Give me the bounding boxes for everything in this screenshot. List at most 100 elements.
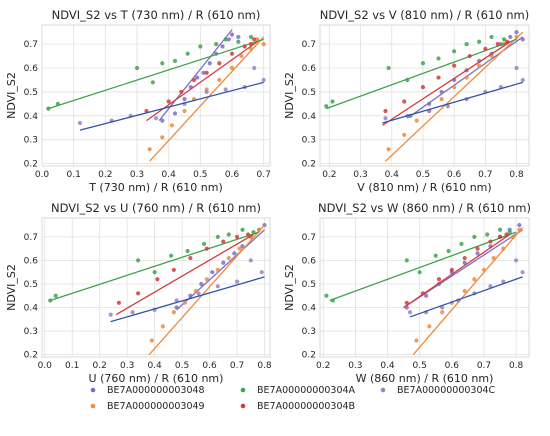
data-point <box>514 258 519 263</box>
data-point <box>182 300 187 305</box>
data-point <box>172 58 178 63</box>
data-point <box>514 65 519 71</box>
fit-line <box>110 276 265 323</box>
data-point <box>198 44 203 49</box>
data-point <box>520 77 525 83</box>
y-tick-label: 0.6 <box>302 64 317 74</box>
data-point <box>414 338 419 343</box>
data-point <box>436 56 441 61</box>
data-point <box>452 49 457 54</box>
data-point <box>77 120 83 126</box>
data-point <box>440 310 445 315</box>
y-tick-label: 0.2 <box>302 351 316 361</box>
data-point <box>108 312 113 317</box>
data-point <box>475 251 480 256</box>
data-point <box>242 44 247 49</box>
y-tick-label: 0.2 <box>302 160 316 170</box>
y-tick-label: 0.5 <box>302 88 316 98</box>
chart-title: NDVI_S2 vs V (810 nm) / R (610 nm) <box>320 8 529 22</box>
y-tick-label: 0.3 <box>302 136 316 146</box>
data-point <box>53 293 58 298</box>
y-tick-label: 0.5 <box>24 88 38 98</box>
y-tick-label: 0.6 <box>24 64 39 74</box>
data-point <box>195 75 200 80</box>
data-point <box>436 75 441 80</box>
data-point <box>236 39 241 44</box>
y-tick-label: 0.4 <box>302 304 317 314</box>
series-BE7A00000000304A <box>324 227 517 303</box>
data-point <box>160 135 165 140</box>
y-tick-label: 0.6 <box>24 256 39 266</box>
data-point <box>459 241 464 247</box>
x-axis-label: U (760 nm) / R (610 nm) <box>89 372 224 385</box>
data-point <box>383 108 388 114</box>
series-BE7A00000000304B <box>382 39 511 126</box>
data-point <box>153 116 159 121</box>
data-point <box>449 267 454 272</box>
data-point <box>220 44 225 49</box>
fit-line <box>148 224 265 356</box>
data-point <box>383 116 388 121</box>
y-tick-label: 0.2 <box>24 160 38 170</box>
y-axis-label: NDVI_S2 <box>5 72 18 119</box>
series-BE7A00000000304C <box>382 65 525 124</box>
data-point <box>199 281 204 287</box>
data-point <box>215 234 220 239</box>
data-point <box>147 147 152 152</box>
data-point <box>404 258 409 263</box>
data-point <box>179 89 184 95</box>
data-point <box>160 61 165 66</box>
data-point <box>452 63 457 68</box>
data-point <box>239 53 244 59</box>
x-tick-label: 0.0 <box>35 170 50 180</box>
y-tick-label: 0.7 <box>302 40 316 50</box>
plot-area <box>41 24 271 167</box>
legend-marker <box>90 403 96 409</box>
x-tick-label: 0.3 <box>130 170 144 180</box>
data-point <box>172 111 178 116</box>
x-tick-label: 0.0 <box>38 361 53 371</box>
x-tick-label: 0.4 <box>380 361 395 371</box>
y-tick-label: 0.5 <box>302 280 316 290</box>
data-point <box>221 260 226 265</box>
data-point <box>424 293 429 298</box>
series-BE7A00000000304C <box>77 65 266 131</box>
data-point <box>402 99 407 104</box>
data-point <box>252 65 257 71</box>
data-point <box>185 51 190 56</box>
fit-line <box>176 229 265 311</box>
data-point <box>201 241 207 247</box>
data-point <box>452 85 457 90</box>
data-point <box>508 34 513 40</box>
y-tick-label: 0.3 <box>24 327 38 337</box>
x-tick-label: 0.5 <box>416 170 430 180</box>
plot-area <box>319 24 530 167</box>
data-point <box>185 248 190 254</box>
x-tick-label: 0.5 <box>175 361 189 371</box>
data-point <box>188 255 193 261</box>
series-BE7A000000003049 <box>148 224 265 356</box>
fit-line <box>385 31 524 162</box>
data-point <box>240 244 245 249</box>
data-point <box>215 267 220 272</box>
x-tick-label: 0.8 <box>509 170 524 180</box>
data-point <box>462 288 467 294</box>
data-point <box>204 246 209 251</box>
x-tick-label: 0.4 <box>385 170 400 180</box>
data-point <box>489 34 494 40</box>
x-tick-label: 0.1 <box>65 361 79 371</box>
data-point <box>414 118 419 123</box>
data-point <box>467 53 472 59</box>
data-point <box>464 75 469 80</box>
data-point <box>221 239 226 244</box>
data-point <box>226 37 231 42</box>
data-point <box>229 65 235 71</box>
data-point <box>446 248 451 254</box>
data-point <box>495 42 500 47</box>
x-tick-label: 0.2 <box>316 361 330 371</box>
x-axis-label: W (860 nm) / R (610 nm) <box>356 372 494 385</box>
data-point <box>152 270 157 275</box>
y-tick-label: 0.6 <box>302 256 317 266</box>
legend-label: BE7A00000000304A <box>257 385 356 396</box>
